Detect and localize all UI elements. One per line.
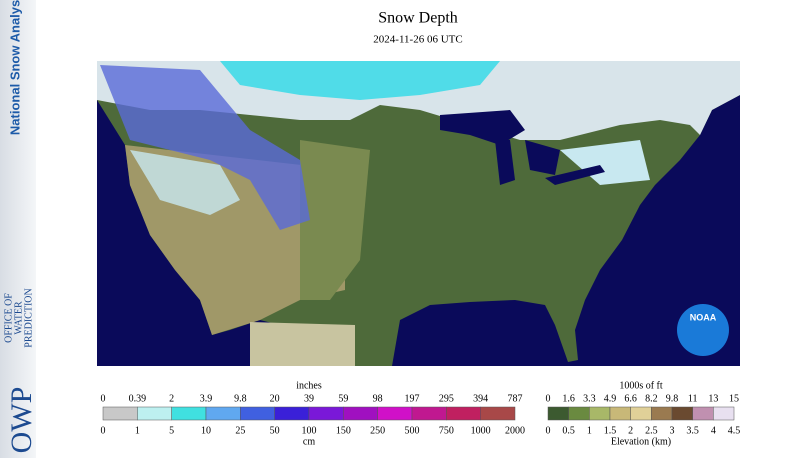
legend-tick-label: 1 bbox=[587, 425, 592, 436]
snow-cyan bbox=[220, 61, 500, 100]
legend-swatch bbox=[589, 406, 611, 421]
legend-bottom-label: Elevation (km) bbox=[611, 436, 671, 447]
legend-tick-label: 39 bbox=[304, 393, 314, 404]
legend-top-label: inches bbox=[296, 380, 322, 391]
legend-tick-label: 3 bbox=[670, 425, 675, 436]
legend-swatch bbox=[480, 406, 516, 421]
legend-swatch bbox=[377, 406, 413, 421]
legend-swatch bbox=[713, 406, 735, 421]
legend-swatch bbox=[446, 406, 481, 421]
legend-swatch bbox=[240, 406, 275, 421]
legend-tick-label: 3.5 bbox=[686, 425, 699, 436]
legend-tick-label: 500 bbox=[405, 425, 420, 436]
legend-tick-label: 2 bbox=[628, 425, 633, 436]
legend-tick-label: 59 bbox=[338, 393, 348, 404]
legend-tick-label: 1.6 bbox=[562, 393, 575, 404]
legend-tick-label: 0 bbox=[101, 393, 106, 404]
legend-tick-label: 4 bbox=[711, 425, 716, 436]
legend-tick-label: 295 bbox=[439, 393, 454, 404]
rockies-light bbox=[130, 150, 240, 215]
office-line: OFFICE OF bbox=[3, 293, 14, 343]
legend-swatch bbox=[205, 406, 241, 421]
great-lakes bbox=[440, 110, 525, 145]
plains bbox=[300, 140, 370, 300]
sidebar-bg bbox=[0, 0, 36, 458]
legend-tick-label: 2 bbox=[169, 393, 174, 404]
legend-tick-label: 0 bbox=[546, 425, 551, 436]
sidebar: National Snow Analysis OWP OFFICE OF WAT… bbox=[0, 0, 38, 458]
legend-swatch bbox=[102, 406, 138, 421]
legend-swatch bbox=[274, 406, 310, 421]
lake-erie bbox=[545, 165, 605, 185]
map: NOAA bbox=[97, 61, 740, 366]
owp-logo: OWP bbox=[5, 387, 38, 454]
legend-swatch bbox=[692, 406, 714, 421]
legend-tick-label: 0 bbox=[546, 393, 551, 404]
noaa-logo bbox=[677, 304, 729, 356]
legend-tick-label: 20 bbox=[270, 393, 280, 404]
legend-swatch bbox=[568, 406, 590, 421]
sidebar-title: National Snow Analysis bbox=[7, 0, 22, 135]
northeast-snow bbox=[560, 140, 650, 185]
legend-tick-label: 9.8 bbox=[666, 393, 679, 404]
noaa-logo-text: NOAA bbox=[690, 312, 717, 322]
legend-tick-label: 98 bbox=[373, 393, 383, 404]
lake-huron bbox=[525, 140, 560, 175]
legend-tick-label: 2000 bbox=[505, 425, 525, 436]
legend-tick-label: 2.5 bbox=[645, 425, 658, 436]
legend-swatch bbox=[609, 406, 631, 421]
legend-tick-label: 25 bbox=[235, 425, 245, 436]
legend-tick-label: 3.9 bbox=[200, 393, 213, 404]
legend-tick-label: 787 bbox=[508, 393, 523, 404]
legend-tick-label: 0 bbox=[101, 425, 106, 436]
legend-tick-label: 1 bbox=[135, 425, 140, 436]
legend-swatch bbox=[651, 406, 673, 421]
legend-tick-label: 197 bbox=[405, 393, 420, 404]
legend-tick-label: 0.39 bbox=[129, 393, 147, 404]
office-line: PREDICTION bbox=[23, 288, 34, 347]
legend-tick-label: 50 bbox=[270, 425, 280, 436]
legend-tick-label: 0.5 bbox=[562, 425, 575, 436]
legend-swatch bbox=[630, 406, 652, 421]
legend-tick-label: 9.8 bbox=[234, 393, 247, 404]
legend-tick-label: 150 bbox=[336, 425, 351, 436]
legend-tick-label: 100 bbox=[302, 425, 317, 436]
legend-tick-label: 1.5 bbox=[604, 425, 617, 436]
mexico bbox=[250, 322, 355, 366]
legend-tick-label: 250 bbox=[370, 425, 385, 436]
legend-swatch bbox=[547, 406, 569, 421]
legend-tick-label: 4.5 bbox=[728, 425, 741, 436]
rockies-snow bbox=[100, 65, 310, 230]
legend-tick-label: 10 bbox=[201, 425, 211, 436]
subtitle: 2024-11-26 06 UTC bbox=[373, 34, 462, 46]
legend-tick-label: 15 bbox=[729, 393, 739, 404]
legend-tick-label: 3.3 bbox=[583, 393, 596, 404]
legend-tick-label: 8.2 bbox=[645, 393, 658, 404]
legend-swatch bbox=[343, 406, 378, 421]
legend-tick-label: 394 bbox=[473, 393, 488, 404]
legend-tick-label: 5 bbox=[169, 425, 174, 436]
legend-swatch bbox=[411, 406, 447, 421]
office-line: WATER bbox=[13, 301, 24, 335]
legend-swatch bbox=[308, 406, 344, 421]
legend-tick-label: 6.6 bbox=[624, 393, 637, 404]
legend-top-label: 1000s of ft bbox=[619, 380, 663, 391]
legend-swatch bbox=[137, 406, 172, 421]
legend-swatch bbox=[671, 406, 693, 421]
legend-tick-label: 750 bbox=[439, 425, 454, 436]
legend-bottom-label: cm bbox=[303, 436, 315, 447]
legend-tick-label: 4.9 bbox=[604, 393, 617, 404]
legend-tick-label: 13 bbox=[708, 393, 718, 404]
legend-tick-label: 11 bbox=[688, 393, 698, 404]
lake-michigan bbox=[495, 140, 515, 185]
title: Snow Depth bbox=[378, 10, 458, 27]
legend-swatch bbox=[171, 406, 207, 421]
legend-tick-label: 1000 bbox=[471, 425, 491, 436]
